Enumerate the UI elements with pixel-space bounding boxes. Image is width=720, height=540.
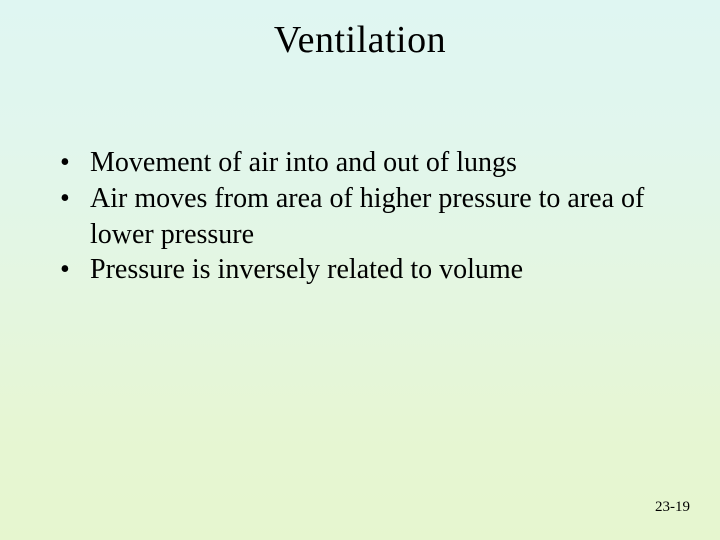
- list-item: • Movement of air into and out of lungs: [58, 145, 680, 181]
- bullet-icon: •: [58, 252, 90, 288]
- list-item: • Air moves from area of higher pressure…: [58, 181, 680, 253]
- bullet-icon: •: [58, 181, 90, 217]
- bullet-list: • Movement of air into and out of lungs …: [58, 145, 680, 288]
- bullet-text: Air moves from area of higher pressure t…: [90, 181, 680, 253]
- slide-title: Ventilation: [0, 0, 720, 62]
- slide-number: 23-19: [655, 499, 690, 516]
- bullet-text: Pressure is inversely related to volume: [90, 252, 680, 288]
- list-item: • Pressure is inversely related to volum…: [58, 252, 680, 288]
- bullet-text: Movement of air into and out of lungs: [90, 145, 680, 181]
- bullet-icon: •: [58, 145, 90, 181]
